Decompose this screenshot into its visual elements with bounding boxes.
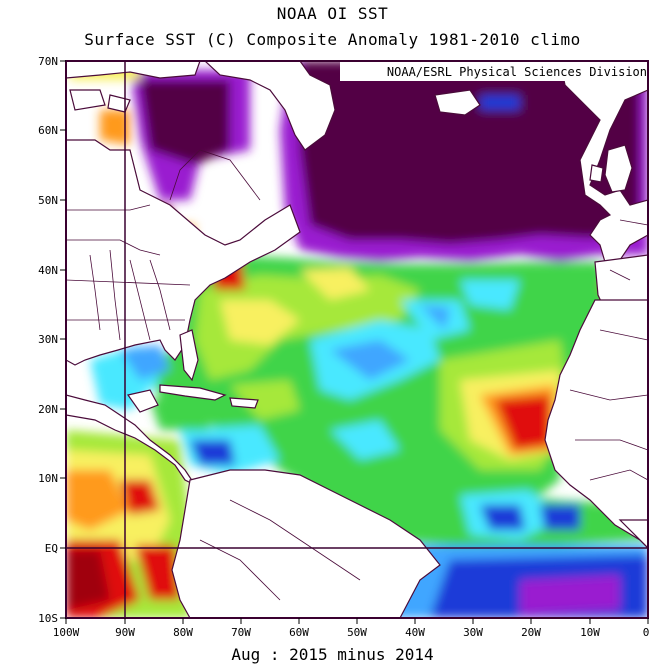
map-title: NOAA OI SST xyxy=(276,4,389,23)
map-area: NOAA/ESRL Physical Sciences Division xyxy=(66,61,648,618)
lon-label-50w: 50W xyxy=(347,626,367,639)
lon-label-90w: 90W xyxy=(115,626,135,639)
lon-label-40w: 40W xyxy=(405,626,425,639)
latitude-axis: 70N 60N 50N 40N 30N 20N 10N EQ 10S xyxy=(38,55,66,625)
map-subtitle: Surface SST (C) Composite Anomaly 1981-2… xyxy=(84,30,581,49)
political-borders xyxy=(66,149,648,601)
lat-label-60n: 60N xyxy=(38,124,58,137)
lon-label-70w: 70W xyxy=(231,626,251,639)
lon-label-20w: 20W xyxy=(521,626,541,639)
map-footer: Aug : 2015 minus 2014 xyxy=(231,645,434,664)
lat-label-40n: 40N xyxy=(38,264,58,277)
credit-label: NOAA/ESRL Physical Sciences Division xyxy=(387,65,647,79)
lat-label-50n: 50N xyxy=(38,194,58,207)
lat-label-eq: EQ xyxy=(45,542,58,555)
lon-label-80w: 80W xyxy=(173,626,193,639)
lat-label-10n: 10N xyxy=(38,472,58,485)
lat-label-10s: 10S xyxy=(38,612,58,625)
lon-label-60w: 60W xyxy=(289,626,309,639)
longitude-axis: 100W 90W 80W 70W 60W 50W 40W 30W 20W 10W… xyxy=(53,618,650,639)
credit-box xyxy=(340,61,648,81)
lon-label-30w: 30W xyxy=(463,626,483,639)
lon-label-0: 0 xyxy=(643,626,650,639)
lon-label-100w: 100W xyxy=(53,626,80,639)
lon-label-10w: 10W xyxy=(580,626,600,639)
lat-label-20n: 20N xyxy=(38,403,58,416)
lat-label-30n: 30N xyxy=(38,333,58,346)
lat-label-70n: 70N xyxy=(38,55,58,68)
